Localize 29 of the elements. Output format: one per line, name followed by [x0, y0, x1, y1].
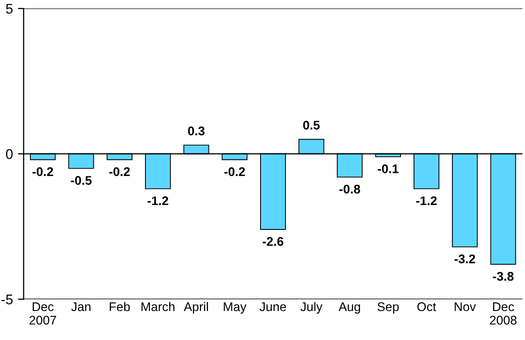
data-label: -0.2 [224, 167, 245, 176]
x-tick-label: Sep [378, 302, 399, 314]
x-tick-label: Feb [110, 302, 130, 312]
y-tick-label: 5 [6, 4, 13, 14]
x-tick-label: June [260, 302, 286, 312]
data-label: -0.2 [109, 167, 130, 176]
x-tick-label: Jan [71, 302, 90, 312]
x-tick-label: April [184, 302, 208, 314]
x-tick-label: Oct [417, 302, 436, 312]
y-tick-label: 0 [6, 149, 13, 160]
data-label: -3.8 [492, 272, 514, 281]
data-label: -0.5 [70, 176, 92, 185]
data-label: -2.6 [262, 237, 284, 246]
data-label: -1.2 [416, 196, 437, 206]
x-tick-label: Dec 2008 [490, 302, 517, 325]
data-label: -0.8 [339, 184, 360, 194]
x-tick-label: Dec 2007 [30, 302, 56, 325]
data-label: -1.2 [148, 196, 168, 206]
data-label: 0.5 [303, 120, 320, 130]
data-label: -0.2 [32, 167, 54, 176]
x-tick-label: Aug [338, 302, 360, 314]
data-label: -0.1 [378, 164, 399, 174]
x-tick-label: Nov [454, 302, 476, 312]
x-tick-label: March [142, 302, 174, 312]
x-tick-label: May [224, 302, 246, 314]
data-label: 0.3 [188, 126, 205, 136]
data-label: -3.2 [454, 254, 476, 264]
x-tick-label: July [300, 302, 322, 314]
y-tick-label: -5 [1, 294, 13, 304]
